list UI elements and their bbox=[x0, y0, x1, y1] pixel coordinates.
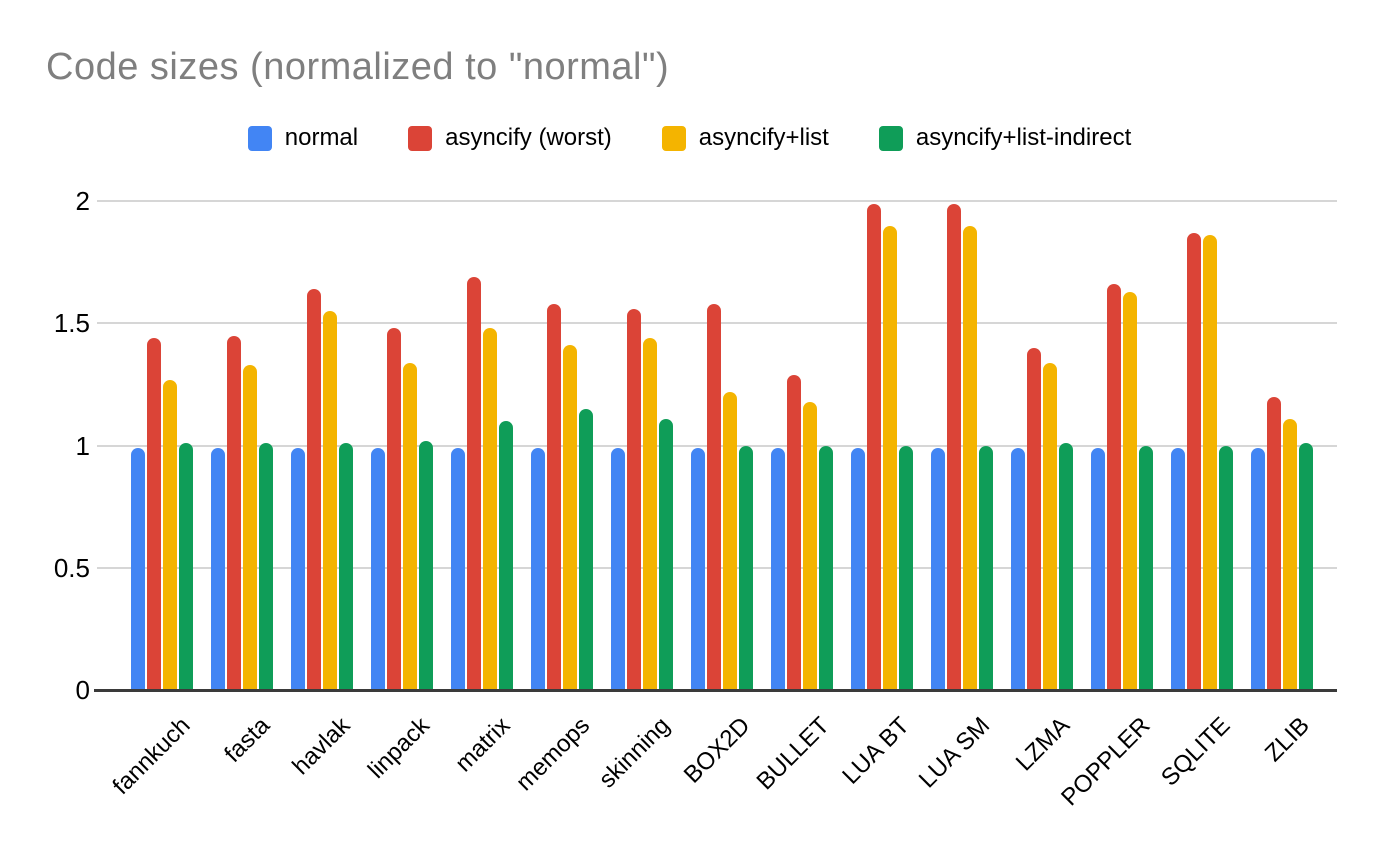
legend-label: asyncify (worst) bbox=[445, 124, 612, 151]
chart-title: Code sizes (normalized to "normal") bbox=[46, 46, 670, 88]
bar[interactable] bbox=[163, 380, 177, 690]
bar[interactable] bbox=[339, 443, 353, 690]
bar[interactable] bbox=[483, 328, 497, 690]
bar[interactable] bbox=[419, 441, 433, 690]
bar[interactable] bbox=[659, 419, 673, 690]
bar[interactable] bbox=[227, 336, 241, 690]
legend-label: asyncify+list bbox=[698, 124, 829, 151]
bar[interactable] bbox=[547, 304, 561, 690]
bar[interactable] bbox=[563, 345, 577, 690]
x-axis-category-label: havlak bbox=[286, 712, 356, 781]
bar[interactable] bbox=[931, 448, 945, 690]
bar[interactable] bbox=[963, 226, 977, 690]
bar[interactable] bbox=[1027, 348, 1041, 690]
bar[interactable] bbox=[147, 338, 161, 690]
bar[interactable] bbox=[1203, 235, 1217, 690]
x-axis-category-label: LUA BT bbox=[837, 712, 916, 790]
bar[interactable] bbox=[1251, 448, 1265, 690]
y-axis-tick-label: 0 bbox=[75, 675, 90, 705]
legend-swatch-icon bbox=[878, 125, 903, 151]
bar[interactable] bbox=[531, 448, 545, 690]
x-axis-category-label: LZMA bbox=[1010, 712, 1076, 777]
bar[interactable] bbox=[1123, 292, 1137, 690]
bar[interactable] bbox=[1059, 443, 1073, 690]
bar[interactable] bbox=[323, 311, 337, 690]
x-axis-category-label: matrix bbox=[449, 712, 516, 778]
bar[interactable] bbox=[851, 448, 865, 690]
bar[interactable] bbox=[467, 277, 481, 690]
bar[interactable] bbox=[1139, 446, 1153, 690]
y-axis-tick-label: 0.5 bbox=[53, 552, 90, 583]
bar[interactable] bbox=[803, 402, 817, 690]
bar[interactable] bbox=[499, 421, 513, 690]
legend-item-normal[interactable]: normal bbox=[247, 124, 359, 152]
bar[interactable] bbox=[1219, 446, 1233, 690]
bar[interactable] bbox=[947, 204, 961, 690]
bar[interactable] bbox=[627, 309, 641, 690]
bar[interactable] bbox=[1107, 284, 1121, 690]
bar[interactable] bbox=[1267, 397, 1281, 690]
legend-item-asyncify-list[interactable]: asyncify+list bbox=[661, 124, 829, 152]
legend-swatch-icon bbox=[247, 125, 272, 151]
bar[interactable] bbox=[1011, 448, 1025, 690]
y-axis-tick-label: 1.5 bbox=[53, 308, 90, 339]
bar[interactable] bbox=[643, 338, 657, 690]
bar[interactable] bbox=[451, 448, 465, 690]
bar[interactable] bbox=[787, 375, 801, 690]
x-axis-category-label: linpack bbox=[363, 712, 436, 784]
bar[interactable] bbox=[739, 446, 753, 690]
bar[interactable] bbox=[291, 448, 305, 690]
bar[interactable] bbox=[403, 363, 417, 690]
legend-label: asyncify+list-indirect bbox=[915, 124, 1132, 151]
legend-label: normal bbox=[284, 124, 359, 151]
bar[interactable] bbox=[1171, 448, 1185, 690]
x-axis-category-label: SQLITE bbox=[1155, 712, 1236, 792]
bar[interactable] bbox=[691, 448, 705, 690]
bar[interactable] bbox=[307, 289, 321, 690]
y-axis-tick-label: 2 bbox=[75, 186, 90, 217]
bar[interactable] bbox=[707, 304, 721, 690]
gridline bbox=[97, 200, 1337, 203]
x-axis-category-label: BULLET bbox=[751, 712, 836, 796]
bar[interactable] bbox=[611, 448, 625, 690]
bar[interactable] bbox=[819, 446, 833, 690]
bar[interactable] bbox=[771, 448, 785, 690]
legend-item-asyncify-list-indirect[interactable]: asyncify+list-indirect bbox=[878, 124, 1132, 152]
bar[interactable] bbox=[867, 204, 881, 690]
bar[interactable] bbox=[723, 392, 737, 690]
x-axis-category-label: BOX2D bbox=[678, 712, 756, 789]
legend: normal asyncify (worst) asyncify+list async… bbox=[0, 124, 1379, 152]
bar[interactable] bbox=[243, 365, 257, 690]
x-axis-category-label: LUA SM bbox=[913, 712, 996, 794]
bar[interactable] bbox=[579, 409, 593, 690]
x-axis-category-label: memops bbox=[510, 712, 596, 797]
bar[interactable] bbox=[883, 226, 897, 690]
x-axis-category-label: fannkuch bbox=[107, 712, 196, 800]
bar[interactable] bbox=[1043, 363, 1057, 690]
y-axis-tick-label: 1 bbox=[75, 430, 90, 461]
bar[interactable] bbox=[979, 446, 993, 690]
bar[interactable] bbox=[1299, 443, 1313, 690]
bar[interactable] bbox=[899, 446, 913, 690]
bar[interactable] bbox=[1187, 233, 1201, 690]
bar[interactable] bbox=[179, 443, 193, 690]
bar[interactable] bbox=[371, 448, 385, 690]
legend-swatch-icon bbox=[408, 125, 433, 151]
x-axis-category-label: fasta bbox=[219, 712, 276, 768]
x-axis-category-label: ZLIB bbox=[1260, 712, 1316, 767]
x-axis-line bbox=[94, 689, 1337, 692]
x-axis-category-label: skinning bbox=[593, 712, 676, 794]
legend-swatch-icon bbox=[661, 125, 686, 151]
bar[interactable] bbox=[387, 328, 401, 690]
bar[interactable] bbox=[1091, 448, 1105, 690]
bar[interactable] bbox=[259, 443, 273, 690]
bar[interactable] bbox=[131, 448, 145, 690]
legend-item-asyncify-worst-[interactable]: asyncify (worst) bbox=[408, 124, 612, 152]
bar[interactable] bbox=[211, 448, 225, 690]
bar[interactable] bbox=[1283, 419, 1297, 690]
